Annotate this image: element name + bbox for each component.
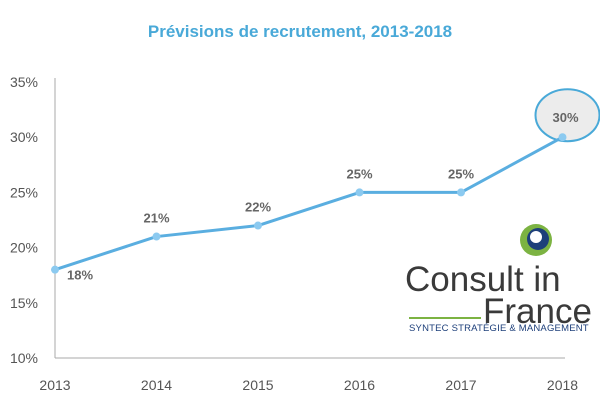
chart-title: Prévisions de recrutement, 2013-2018 [147,22,453,41]
data-label: 30% [552,110,578,125]
y-tick-label: 10% [10,350,38,366]
data-point [51,265,59,274]
data-label: 21% [143,211,169,226]
logo-tagline: SYNTEC STRATÉGIE & MANAGEMENT [409,323,589,334]
x-tick-label: 2016 [344,377,375,393]
logo-line-2: France [483,292,592,331]
x-tick-label: 2015 [242,377,273,393]
data-point [254,221,262,230]
y-tick-label: 30% [10,129,38,145]
data-label: 25% [346,166,372,181]
data-point [152,232,161,241]
consult-in-france-logo: Consult in France SYNTEC STRATÉGIE & MAN… [405,222,595,342]
data-label: 25% [448,166,474,181]
data-label: 22% [245,200,271,215]
logo-line-1: Consult in [405,260,561,299]
y-tick-label: 35% [10,74,38,90]
logo-comma-icon [520,224,552,256]
x-tick-label: 2013 [39,377,70,393]
x-tick-label: 2017 [445,377,476,393]
data-point [355,188,364,197]
y-tick-label: 15% [10,295,38,311]
series-line [54,135,564,272]
logo-rule [409,317,481,319]
x-tick-label: 2014 [141,377,172,393]
data-point [558,133,567,142]
y-tick-label: 20% [10,240,38,256]
data-label: 18% [67,268,93,283]
data-point [457,188,465,197]
x-tick-label: 2018 [547,377,578,393]
y-tick-label: 25% [10,184,38,200]
